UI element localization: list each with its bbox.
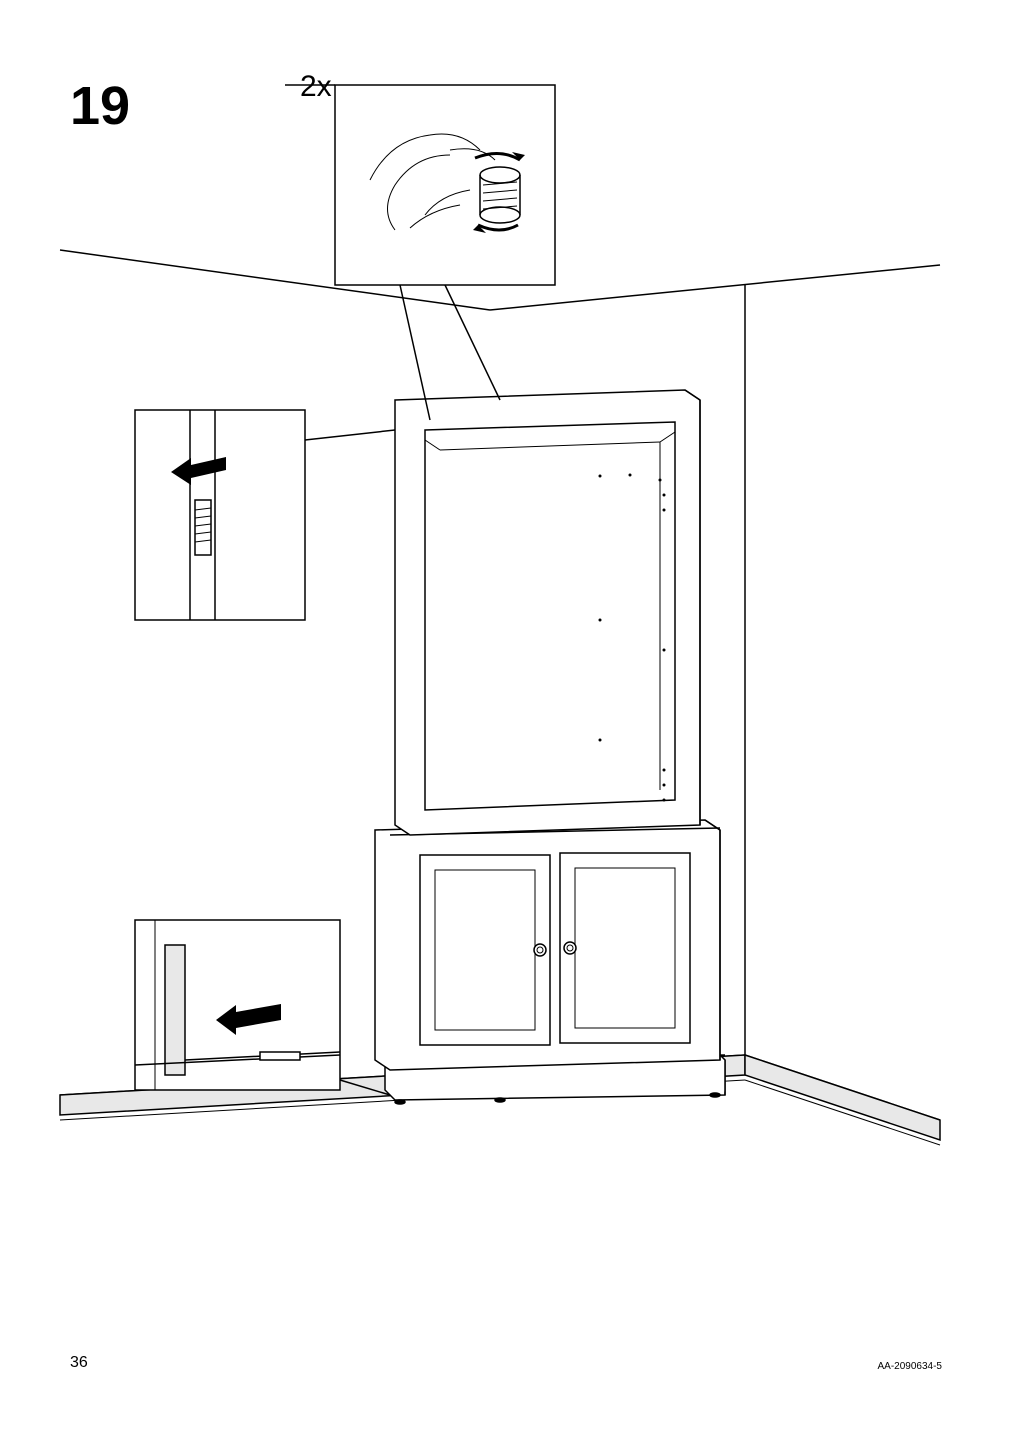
page-number: 36	[70, 1354, 88, 1372]
document-code: AA-2090634-5	[878, 1361, 943, 1372]
main-illustration	[0, 0, 1012, 1432]
instruction-page: 19 2x	[0, 0, 1012, 1432]
